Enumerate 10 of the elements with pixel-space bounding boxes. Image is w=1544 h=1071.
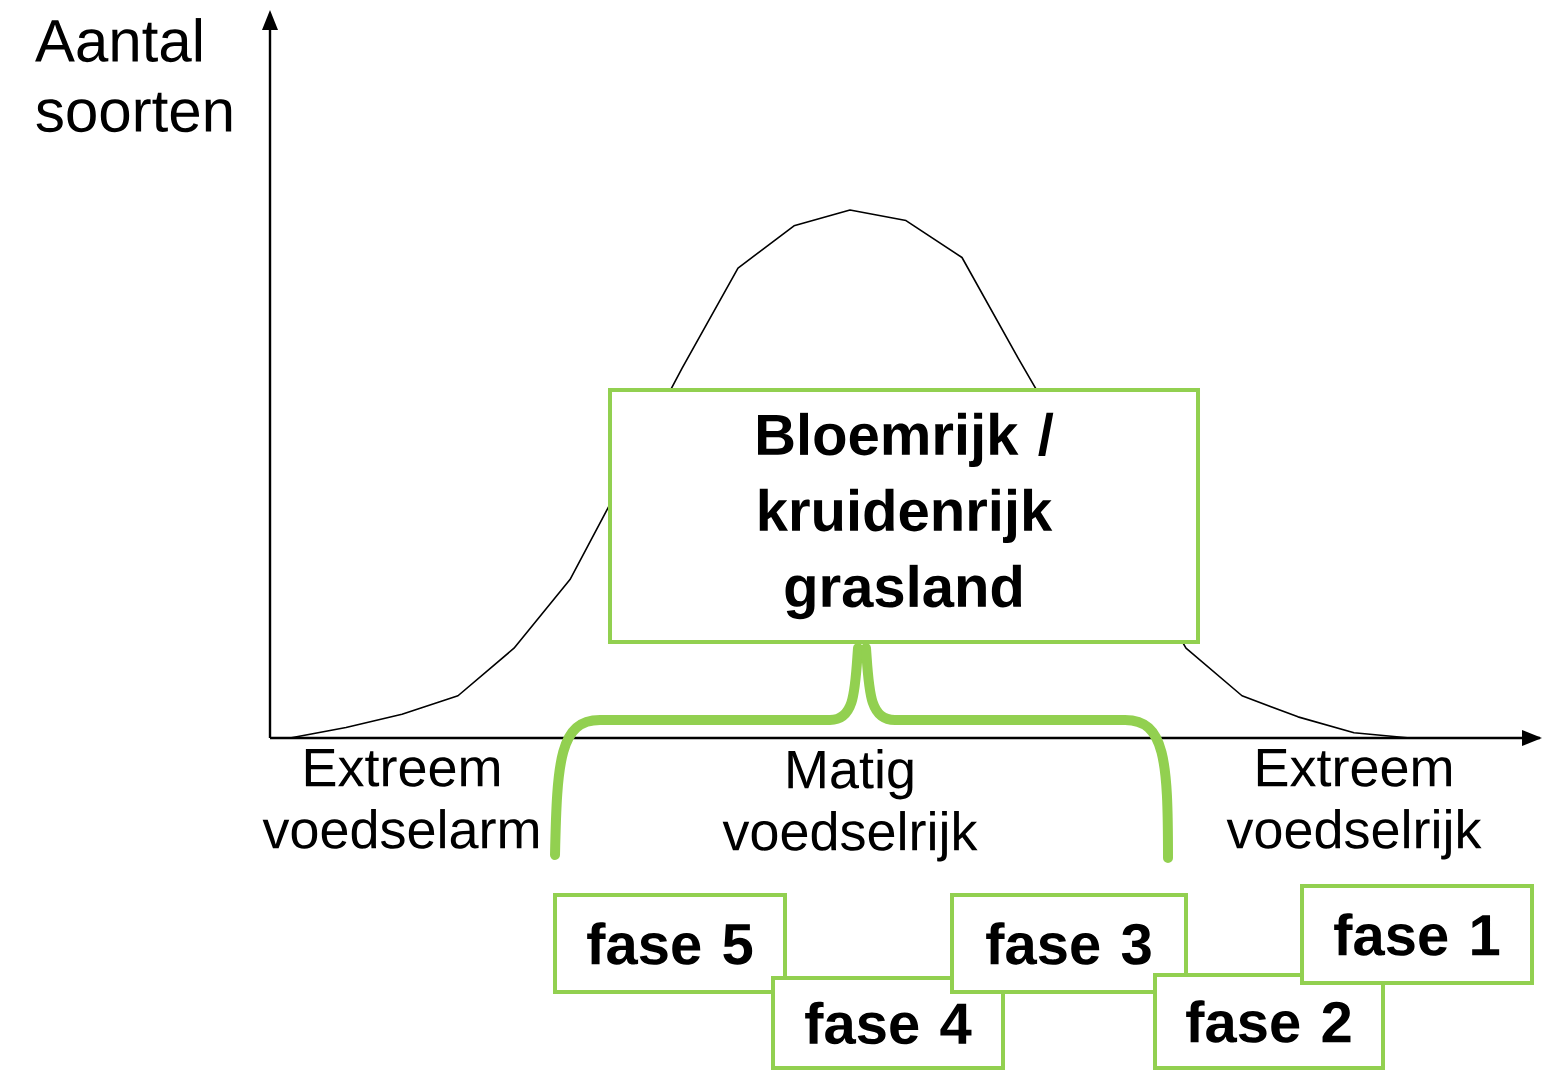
x-tick-label: Extreem voedselarm (262, 749, 538, 849)
text: fase 1 (1334, 913, 1500, 956)
x-tick-label: Matig voedselrijk (722, 749, 978, 862)
x-tick-label: Extreem voedselrijk (1226, 749, 1482, 860)
text: fase 2 (1186, 1000, 1351, 1043)
text: fase 4 (805, 1001, 972, 1045)
annotation: Bloemrijk / kruidenrijk grasland (758, 412, 1054, 620)
text: fase 5 (587, 922, 753, 965)
text: fase 3 (986, 922, 1151, 965)
y-axis-title: Aantal soorten (35, 18, 232, 133)
